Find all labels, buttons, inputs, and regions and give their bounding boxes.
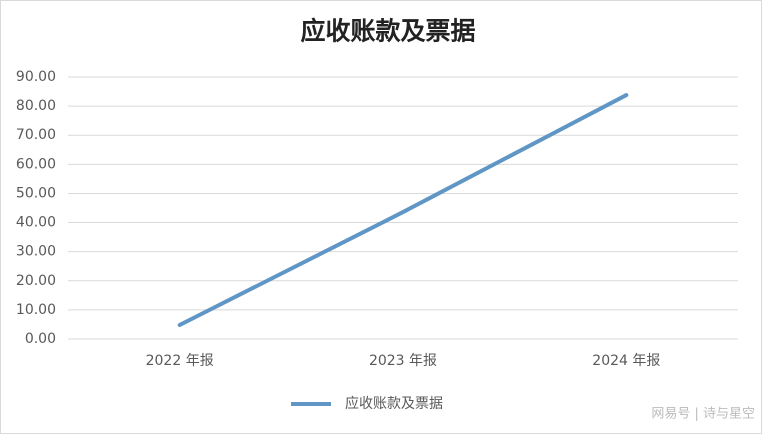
watermark: 网易号 | 诗与星空 [651, 407, 755, 422]
y-tick-label: 60.00 [16, 156, 56, 172]
y-tick-label: 80.00 [16, 98, 56, 114]
x-tick-label: 2024 年报 [592, 353, 660, 369]
y-tick-label: 90.00 [16, 69, 56, 85]
y-tick-label: 10.00 [16, 302, 56, 318]
legend-label: 应收账款及票据 [345, 395, 443, 412]
y-tick-label: 0.00 [25, 331, 56, 347]
y-tick-label: 30.00 [16, 244, 56, 260]
line-series [177, 93, 629, 328]
y-tick-label: 20.00 [16, 273, 56, 289]
y-tick-label: 40.00 [16, 215, 56, 231]
y-tick-label: 70.00 [16, 127, 56, 143]
x-tick-label: 2022 年报 [146, 353, 214, 369]
y-tick-label: 50.00 [16, 185, 56, 201]
chart-title: 应收账款及票据 [300, 17, 475, 46]
x-tick-label: 2023 年报 [369, 353, 437, 369]
